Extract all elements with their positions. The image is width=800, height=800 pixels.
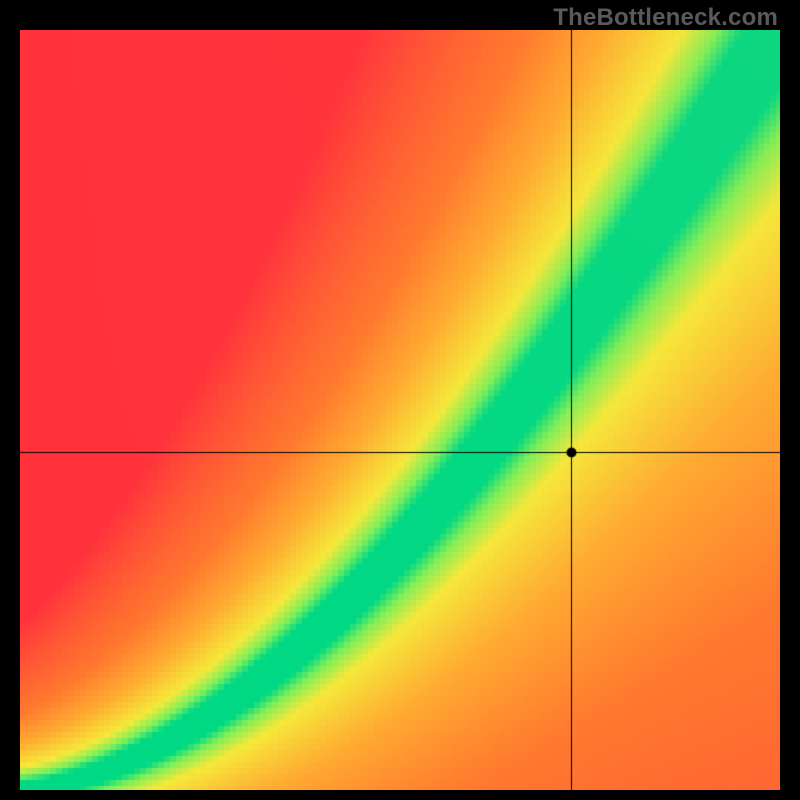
watermark-text: TheBottleneck.com — [553, 4, 778, 32]
bottleneck-heatmap — [20, 30, 780, 790]
chart-container: { "watermark": { "text": "TheBottleneck.… — [0, 0, 800, 800]
